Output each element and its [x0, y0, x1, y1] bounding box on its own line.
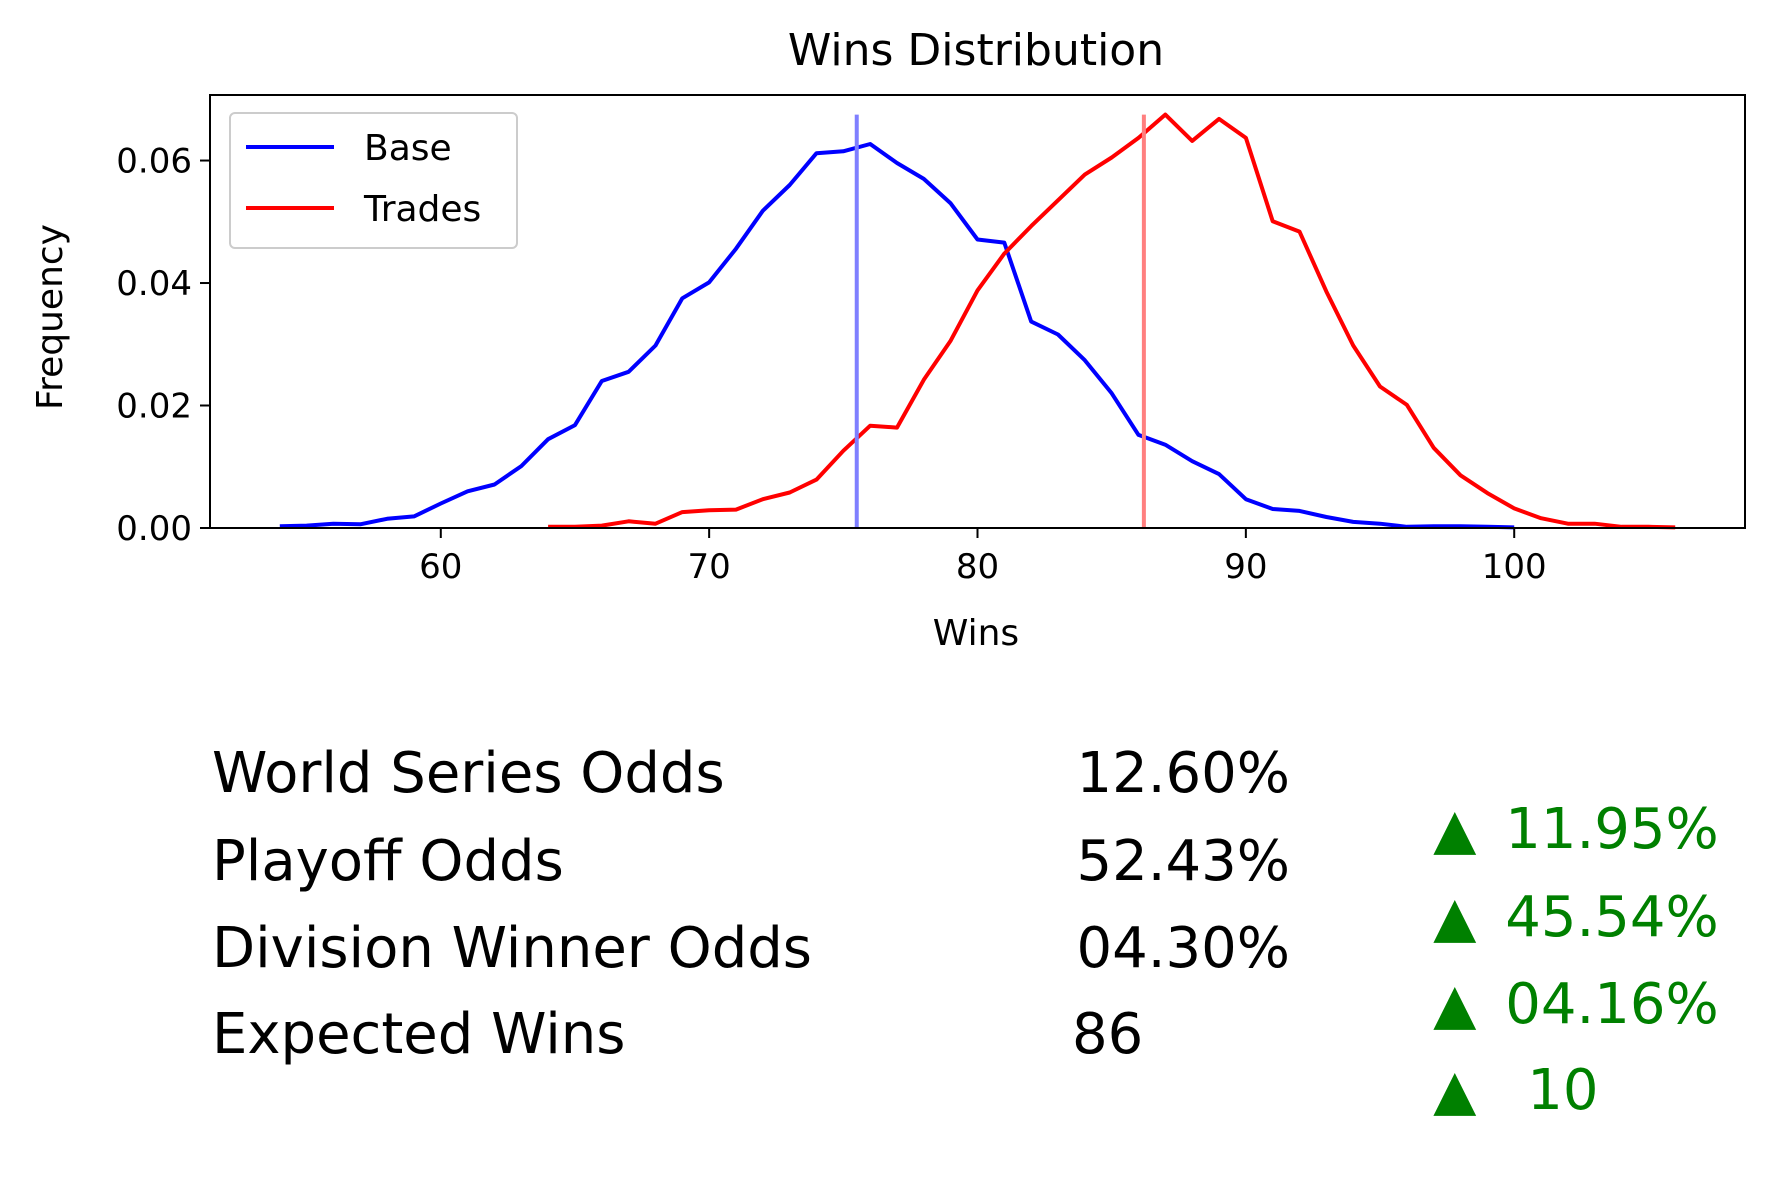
plot-area: 60 70 80 90 100 0.00 0.02 0.04 0.06: [116, 94, 1746, 587]
stat-value-playoff: 52.43%: [1076, 829, 1290, 894]
stat-delta-division-winner: ▲ 04.16%: [1362, 921, 1719, 1089]
chart-title: Wins Distribution: [788, 25, 1164, 76]
y-tick-label: 0.02: [116, 387, 192, 427]
up-arrow-icon: ▲: [1433, 1058, 1477, 1123]
legend-label-base: Base: [364, 128, 452, 169]
stat-value-world-series: 12.60%: [1076, 741, 1290, 806]
stat-delta-value: 11.95%: [1505, 797, 1719, 862]
x-tick-label: 60: [419, 547, 462, 587]
y-axis-label: Frequency: [30, 224, 71, 410]
wins-distribution-chart: Wins Distribution 60 70 80 90 100 0.00 0.02 0.0…: [30, 25, 1746, 654]
series-line-trades: [548, 112, 1676, 530]
up-arrow-icon: ▲: [1433, 797, 1477, 862]
stat-label-expected-wins: Expected Wins: [212, 1002, 626, 1067]
stat-value-expected-wins: 86: [1072, 1002, 1144, 1067]
x-axis-label: Wins: [933, 613, 1019, 654]
y-tick-label: 0.04: [116, 264, 192, 304]
y-tick-label: 0.06: [116, 142, 192, 182]
x-tick-label: 70: [688, 547, 731, 587]
up-arrow-icon: ▲: [1433, 885, 1477, 950]
series-line-base: [279, 142, 1515, 530]
y-tick-label: 0.00: [116, 509, 192, 549]
x-tick-label: 90: [1224, 547, 1267, 587]
legend: Base Trades: [229, 112, 518, 249]
stat-label-world-series: World Series Odds: [212, 741, 725, 806]
up-arrow-icon: ▲: [1433, 972, 1477, 1037]
stat-delta-playoff: ▲ 45.54%: [1362, 834, 1719, 1002]
stat-label-division-winner: Division Winner Odds: [212, 916, 812, 981]
stat-value-division-winner: 04.30%: [1076, 916, 1290, 981]
stat-label-playoff: Playoff Odds: [212, 829, 564, 894]
stat-delta-world-series: ▲ 11.95%: [1362, 746, 1719, 914]
legend-label-trades: Trades: [363, 189, 481, 230]
x-tick-label: 100: [1482, 547, 1547, 587]
stat-delta-value: 10: [1527, 1058, 1599, 1123]
stat-delta-value: 04.16%: [1505, 972, 1719, 1037]
stat-delta-expected-wins: ▲ 10: [1362, 1007, 1598, 1175]
stat-delta-value: 45.54%: [1505, 885, 1719, 950]
x-tick-label: 80: [956, 547, 999, 587]
